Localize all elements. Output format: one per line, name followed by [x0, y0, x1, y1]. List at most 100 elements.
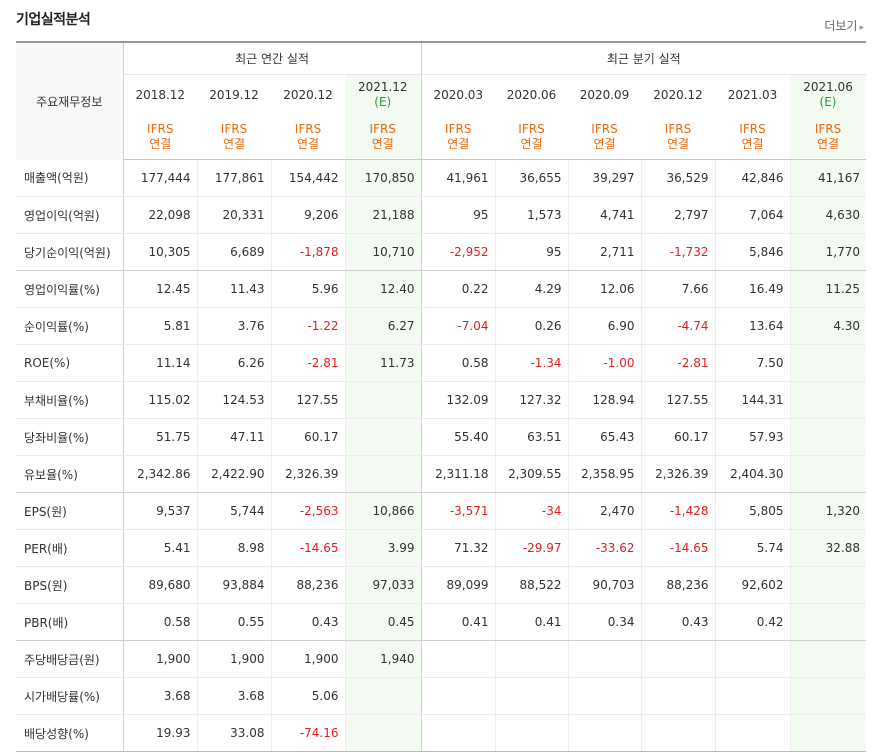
- estimate-label: (E): [819, 95, 837, 109]
- table-cell: 47.11: [196, 418, 271, 456]
- table-cell: 2,422.90: [196, 455, 271, 493]
- table-cell: -1,732: [640, 233, 715, 271]
- accounting-basis-header: IFRS 연결: [641, 115, 715, 160]
- row-label: 당기순이익(억원): [16, 233, 123, 271]
- table-cell: [789, 603, 867, 641]
- financial-table: 주요재무정보 최근 연간 실적 최근 분기 실적 2018.12 2019.12 2…: [16, 41, 867, 752]
- table-cell: 12.06: [567, 270, 641, 308]
- table-cell: 32.88: [789, 529, 867, 567]
- table-row: 부채비율(%) 115.02 124.53 127.55 132.09 127.32 128…: [16, 381, 867, 419]
- row-label: 시가배당률(%): [16, 677, 123, 715]
- period-label: 2021.12: [357, 80, 408, 94]
- table-cell: 170,850: [344, 159, 421, 197]
- estimate-label: (E): [374, 95, 392, 109]
- table-cell: [344, 381, 421, 419]
- row-label: 부채비율(%): [16, 381, 123, 419]
- more-label: 더보기: [824, 19, 858, 33]
- table-cell: [714, 677, 790, 715]
- table-cell: 6.27: [344, 307, 421, 345]
- table-cell: 97,033: [344, 566, 421, 604]
- period-header: 2021.03: [715, 75, 790, 116]
- table-cell: 3.68: [196, 677, 271, 715]
- table-cell: 1,573: [494, 196, 568, 234]
- ifrs-label: IFRS: [220, 122, 248, 136]
- table-cell: 90,703: [567, 566, 641, 604]
- ifrs-label: IFRS: [369, 122, 396, 136]
- table-cell: -29.97: [494, 529, 568, 567]
- row-label: BPS(원): [16, 566, 123, 604]
- basis-label: 연결: [222, 137, 246, 151]
- table-cell: 60.17: [270, 418, 345, 456]
- period-label: 2020.06: [506, 87, 557, 102]
- section-title: 기업실적분석: [16, 12, 91, 28]
- accounting-basis-header: IFRS 연결: [568, 115, 641, 160]
- ifrs-label: IFRS: [664, 122, 692, 136]
- period-label: 2020.09: [579, 87, 630, 102]
- period-header: 2019.12: [197, 75, 271, 116]
- table-cell: 63.51: [494, 418, 568, 456]
- period-label: 2020.03: [433, 87, 484, 102]
- table-cell: 5.96: [270, 270, 345, 308]
- accounting-basis-header: IFRS 연결: [122, 115, 197, 160]
- table-row: PBR(배) 0.58 0.55 0.43 0.45 0.41 0.41 0.34 0.43 0.…: [16, 603, 867, 641]
- table-cell: -7.04: [420, 307, 495, 345]
- table-cell: 0.43: [640, 603, 715, 641]
- table-cell: 21,188: [344, 196, 421, 234]
- table-cell: [789, 455, 867, 493]
- table-cell: -34: [494, 492, 568, 530]
- ifrs-label: IFRS: [147, 122, 174, 136]
- table-cell: 177,861: [196, 159, 271, 197]
- table-cell: [789, 418, 867, 456]
- accounting-basis-header: IFRS 연결: [715, 115, 790, 160]
- table-cell: 2,326.39: [270, 455, 345, 493]
- period-header: 2021.06 (E): [790, 74, 867, 115]
- table-cell: [344, 455, 421, 493]
- table-cell: 41,167: [789, 159, 867, 197]
- table-cell: 0.42: [714, 603, 790, 641]
- table-cell: 115.02: [122, 381, 197, 419]
- table-cell: 5,846: [714, 233, 790, 271]
- accounting-basis-header: IFRS 연결: [271, 115, 345, 160]
- table-row: PER(배) 5.41 8.98 -14.65 3.99 71.32 -29.97 -33.6…: [16, 529, 867, 567]
- period-label: 2021.06: [803, 80, 853, 94]
- table-cell: [494, 640, 568, 678]
- accounting-basis-header: IFRS 연결: [420, 115, 495, 160]
- table-row: 매출액(억원) 177,444 177,861 154,442 170,850 41,96…: [16, 159, 867, 197]
- table-cell: 7.50: [714, 344, 790, 382]
- row-label: 배당성향(%): [16, 714, 123, 752]
- period-header: 2020.09: [568, 75, 641, 116]
- more-link[interactable]: 더보기 ▸: [824, 17, 864, 34]
- table-cell: -1,428: [640, 492, 715, 530]
- table-cell: [567, 640, 641, 678]
- period-header: 2020.12: [271, 75, 345, 116]
- ifrs-label: IFRS: [739, 122, 766, 136]
- table-cell: 2,404.30: [714, 455, 790, 493]
- row-label: PBR(배): [16, 603, 123, 641]
- table-cell: [789, 566, 867, 604]
- table-row: 영업이익률(%) 12.45 11.43 5.96 12.40 0.22 4.29 12.06…: [16, 270, 867, 308]
- table-row: BPS(원) 89,680 93,884 88,236 97,033 89,099 88,5…: [16, 566, 867, 604]
- basis-label: 연결: [296, 137, 320, 151]
- table-cell: 92,602: [714, 566, 790, 604]
- table-cell: 1,770: [789, 233, 867, 271]
- table-cell: 11.73: [344, 344, 421, 382]
- row-label: 매출액(억원): [16, 159, 123, 197]
- table-cell: 10,866: [344, 492, 421, 530]
- accounting-basis-header: IFRS 연결: [495, 115, 568, 160]
- table-cell: [714, 714, 790, 752]
- period-header: 2020.12: [641, 75, 715, 116]
- table-cell: 12.40: [344, 270, 421, 308]
- basis-label: 연결: [666, 137, 690, 151]
- table-cell: 5.06: [270, 677, 345, 715]
- accounting-basis-header: IFRS 연결: [197, 115, 271, 160]
- table-cell: 0.45: [344, 603, 421, 641]
- table-cell: [567, 714, 641, 752]
- table-cell: 6,689: [196, 233, 271, 271]
- table-cell: 36,655: [494, 159, 568, 197]
- table-cell: [494, 677, 568, 715]
- table-cell: -1.00: [567, 344, 641, 382]
- table-cell: 13.64: [714, 307, 790, 345]
- table-cell: 154,442: [270, 159, 345, 197]
- table-cell: 6.26: [196, 344, 271, 382]
- ifrs-label: IFRS: [814, 122, 842, 136]
